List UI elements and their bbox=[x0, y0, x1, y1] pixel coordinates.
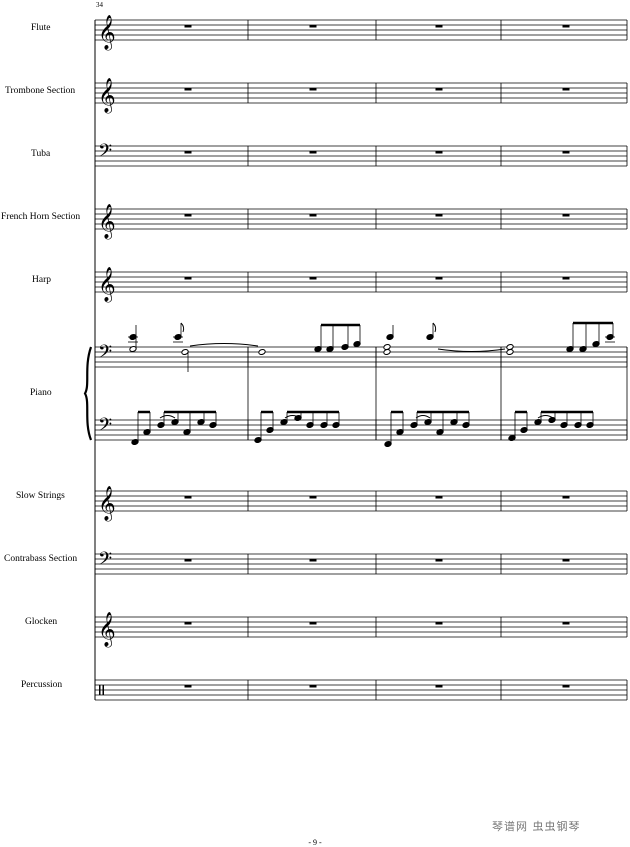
note-tie bbox=[415, 415, 431, 419]
whole-rest bbox=[309, 559, 317, 562]
whole-rest bbox=[309, 151, 317, 154]
staff-label-harp: Harp bbox=[32, 275, 51, 285]
whole-rest bbox=[184, 559, 192, 562]
whole-rest bbox=[435, 88, 443, 91]
staff-label-tuba: Tuba bbox=[31, 149, 51, 159]
whole-rest bbox=[309, 25, 317, 28]
whole-rest bbox=[184, 622, 192, 625]
whole-rest bbox=[435, 622, 443, 625]
whole-rest bbox=[562, 214, 570, 217]
whole-rest bbox=[309, 685, 317, 688]
whole-rest bbox=[562, 685, 570, 688]
note-tie bbox=[437, 348, 506, 352]
whole-rest bbox=[562, 496, 570, 499]
whole-rest bbox=[309, 277, 317, 280]
whole-rest bbox=[184, 88, 192, 91]
note-head bbox=[506, 348, 514, 356]
whole-rest bbox=[435, 151, 443, 154]
measure-number: 34 bbox=[96, 1, 103, 9]
whole-rest bbox=[184, 685, 192, 688]
whole-rest bbox=[184, 214, 192, 217]
note-flag bbox=[180, 322, 185, 333]
staff-label-slow-strings: Slow Strings bbox=[16, 491, 65, 501]
staff-label-flute: Flute bbox=[31, 23, 51, 33]
staff-label-contrabass: Contrabass Section bbox=[4, 554, 78, 564]
whole-rest bbox=[562, 88, 570, 91]
treble-clef-icon: 𝄞 bbox=[98, 612, 116, 648]
note-tie bbox=[284, 415, 301, 419]
bass-clef-icon: 𝄢 bbox=[98, 141, 112, 166]
note-tie bbox=[537, 415, 554, 419]
percussion-clef-icon bbox=[102, 685, 104, 695]
whole-rest bbox=[435, 214, 443, 217]
whole-rest bbox=[562, 25, 570, 28]
bass-clef-icon: 𝄢 bbox=[98, 415, 112, 440]
piano-brace bbox=[83, 346, 93, 441]
whole-rest bbox=[435, 685, 443, 688]
whole-rest bbox=[309, 88, 317, 91]
treble-clef-icon: 𝄞 bbox=[98, 486, 116, 522]
whole-rest bbox=[184, 151, 192, 154]
treble-clef-icon: 𝄞 bbox=[98, 204, 116, 240]
staff-label-french-horn: French Horn Section bbox=[1, 212, 81, 222]
whole-rest bbox=[184, 25, 192, 28]
bass-clef-icon: 𝄢 bbox=[98, 549, 112, 574]
note-flag bbox=[432, 322, 437, 333]
whole-rest bbox=[435, 496, 443, 499]
page-number: - 9 - bbox=[308, 838, 322, 847]
note-tie bbox=[159, 415, 176, 419]
whole-rest bbox=[435, 25, 443, 28]
whole-rest bbox=[435, 277, 443, 280]
note-tie bbox=[189, 343, 259, 347]
whole-rest bbox=[562, 277, 570, 280]
whole-rest bbox=[309, 496, 317, 499]
staff-label-glocken: Glocken bbox=[25, 617, 58, 627]
treble-clef-icon: 𝄞 bbox=[98, 78, 116, 114]
watermark-logo: 琴谱网 虫虫钢琴 bbox=[492, 820, 581, 833]
note-head bbox=[383, 348, 391, 356]
whole-rest bbox=[309, 622, 317, 625]
whole-rest bbox=[184, 277, 192, 280]
treble-clef-icon: 𝄞 bbox=[98, 267, 116, 303]
whole-rest bbox=[562, 151, 570, 154]
note-head bbox=[258, 348, 266, 356]
whole-rest bbox=[435, 559, 443, 562]
treble-clef-icon: 𝄞 bbox=[98, 15, 116, 51]
percussion-clef-icon bbox=[99, 685, 101, 695]
staff-label-trombone: Trombone Section bbox=[5, 86, 76, 96]
note-head bbox=[181, 348, 189, 356]
whole-rest bbox=[309, 214, 317, 217]
staff-label-percussion: Percussion bbox=[21, 680, 63, 690]
staff-label-piano: Piano bbox=[30, 388, 52, 398]
bass-clef-icon: 𝄢 bbox=[98, 342, 112, 367]
whole-rest bbox=[562, 622, 570, 625]
whole-rest bbox=[562, 559, 570, 562]
whole-rest bbox=[184, 496, 192, 499]
